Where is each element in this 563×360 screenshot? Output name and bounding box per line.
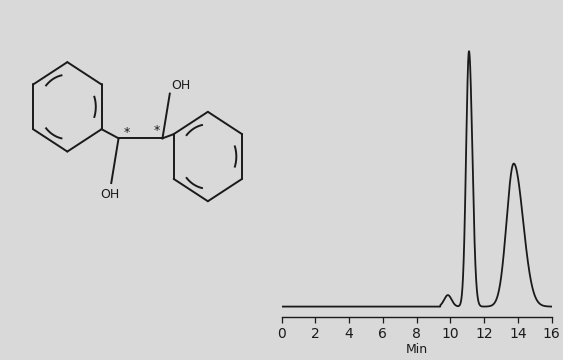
Text: OH: OH	[171, 79, 190, 92]
Text: *: *	[124, 126, 130, 139]
Text: *: *	[154, 123, 160, 136]
Text: OH: OH	[100, 188, 119, 201]
X-axis label: Min: Min	[405, 343, 428, 356]
